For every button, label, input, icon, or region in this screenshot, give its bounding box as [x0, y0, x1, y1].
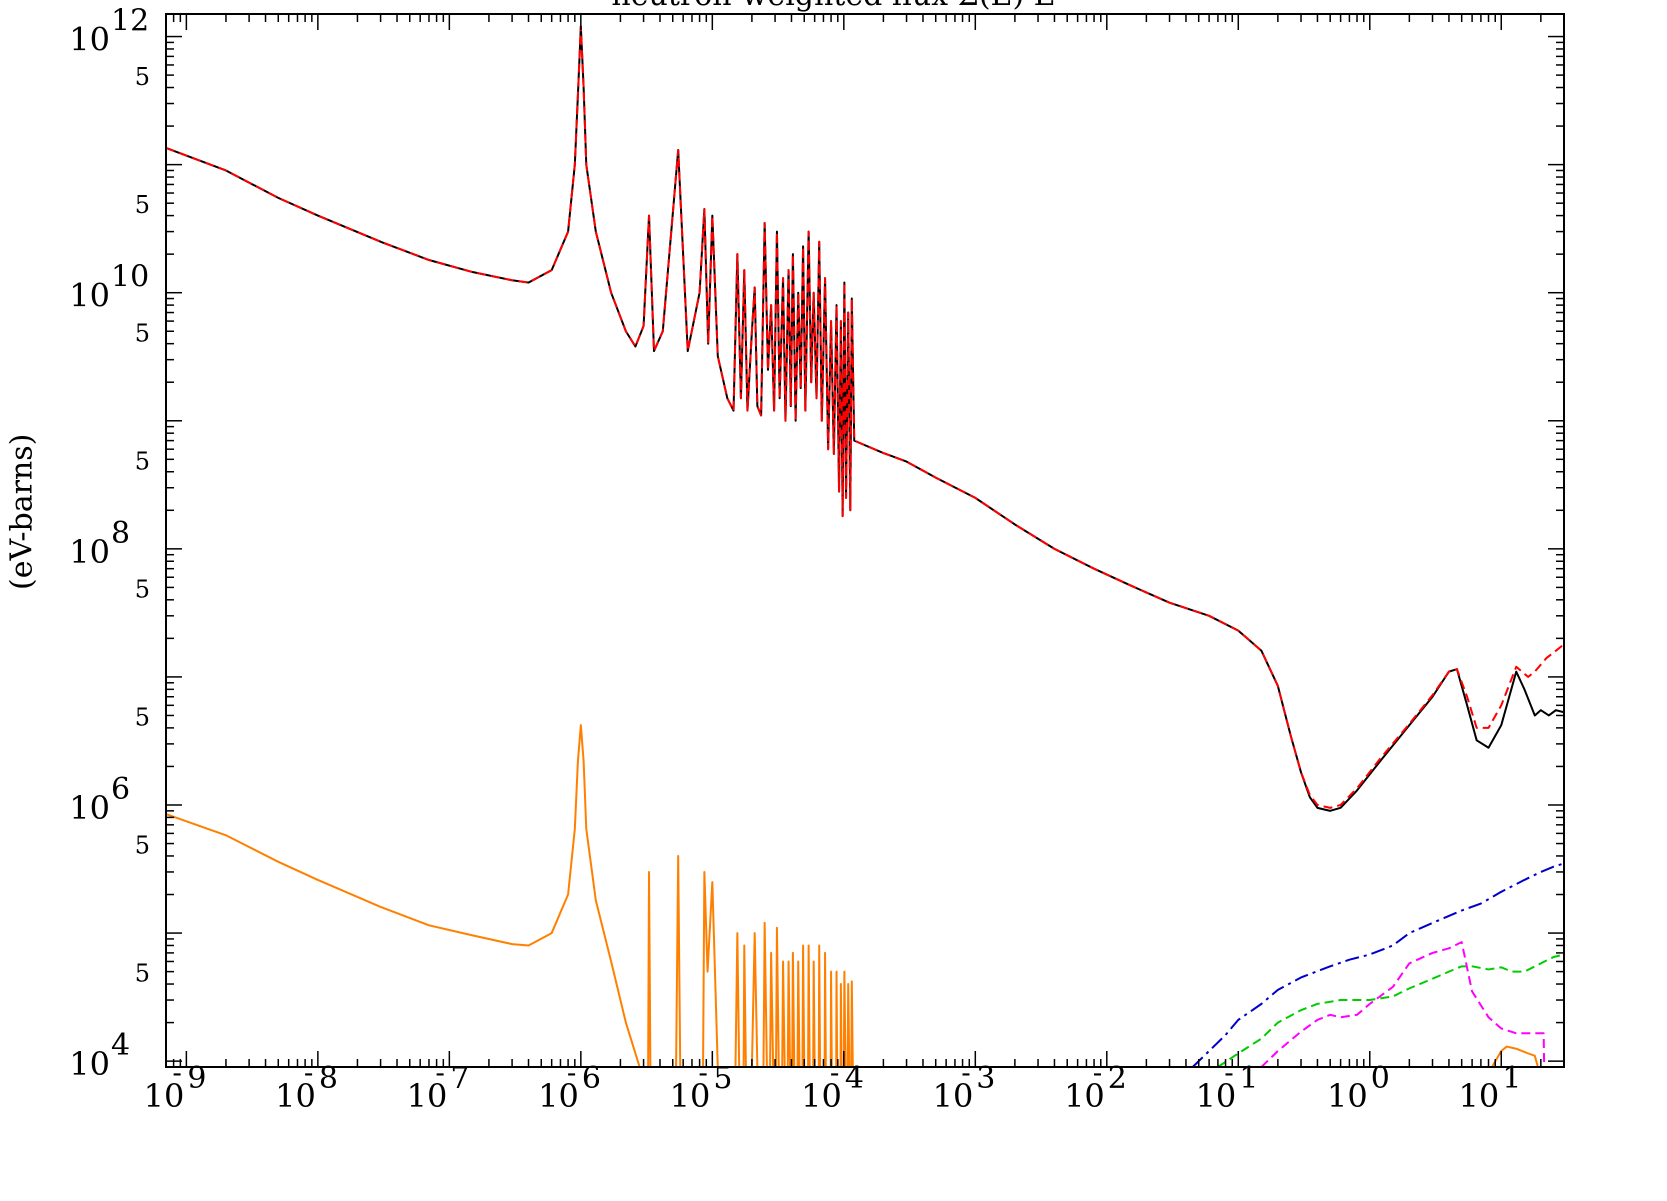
svg-text:-: - — [1224, 1056, 1233, 1089]
svg-text:10: 10 — [407, 1077, 448, 1115]
svg-text:10: 10 — [1064, 1077, 1105, 1115]
plot-frame — [165, 13, 1565, 1068]
y-minor-tick-label: 5 — [135, 319, 150, 347]
svg-text:1: 1 — [1502, 1061, 1521, 1096]
svg-text:-: - — [172, 1056, 181, 1089]
x-tick-label: -10 2 — [1064, 1056, 1127, 1115]
svg-text:10: 10 — [670, 1077, 711, 1115]
svg-text:4: 4 — [111, 1028, 130, 1063]
y-tick-label: 10 8 — [69, 516, 130, 571]
y-minor-tick-label: 5 — [135, 832, 150, 860]
svg-text:8: 8 — [111, 516, 130, 551]
x-tick-label: 10 1 — [1459, 1061, 1522, 1115]
chart-title: neutron-weighted flux Σ(E)·E — [0, 0, 1667, 13]
x-tick-label: -10 6 — [538, 1056, 601, 1115]
y-tick-label: 10 12 — [69, 4, 149, 59]
svg-text:10: 10 — [1459, 1077, 1500, 1115]
svg-text:-: - — [435, 1056, 444, 1089]
y-minor-tick-label: 5 — [135, 960, 150, 988]
y-minor-tick-label: 5 — [135, 703, 150, 731]
y-minor-tick-label: 5 — [135, 575, 150, 603]
series-line-5 — [1191, 862, 1565, 1068]
svg-text:10: 10 — [933, 1077, 974, 1115]
y-tick-label: 10 4 — [69, 1028, 130, 1083]
series-line-3 — [165, 724, 854, 1068]
svg-text:-: - — [304, 1056, 313, 1089]
x-tick-label: -10 5 — [670, 1056, 733, 1115]
svg-text:-: - — [698, 1056, 707, 1089]
svg-text:5: 5 — [713, 1061, 732, 1096]
svg-text:2: 2 — [1108, 1061, 1127, 1096]
svg-text:10: 10 — [1327, 1077, 1368, 1115]
svg-text:6: 6 — [111, 772, 130, 807]
svg-text:-: - — [961, 1056, 970, 1089]
svg-text:10: 10 — [801, 1077, 842, 1115]
svg-text:12: 12 — [111, 4, 149, 39]
y-minor-tick-label: 5 — [135, 191, 150, 219]
series-line-2 — [165, 25, 1565, 809]
x-tick-label: -10 9 — [144, 1056, 207, 1115]
series-line-1 — [165, 25, 1565, 812]
x-tick-label: 10 0 — [1327, 1061, 1390, 1115]
x-tick-label: -10 3 — [933, 1056, 996, 1115]
x-tick-label: -10 4 — [801, 1056, 864, 1115]
svg-text:10: 10 — [69, 21, 110, 59]
svg-text:-: - — [1093, 1056, 1102, 1089]
svg-text:-: - — [567, 1056, 576, 1089]
x-tick-label: -10 1 — [1196, 1056, 1259, 1115]
y-tick-label: 10 6 — [69, 772, 130, 827]
y-minor-tick-label: 5 — [135, 447, 150, 475]
svg-text:10: 10 — [111, 260, 149, 295]
y-minor-tick-label: 5 — [135, 63, 150, 91]
svg-text:9: 9 — [187, 1061, 206, 1096]
series-line-7 — [1260, 941, 1546, 1068]
svg-text:10: 10 — [69, 1045, 110, 1083]
svg-text:-: - — [830, 1056, 839, 1089]
svg-text:3: 3 — [976, 1061, 995, 1096]
svg-text:10: 10 — [69, 533, 110, 571]
svg-text:0: 0 — [1371, 1061, 1390, 1096]
svg-text:10: 10 — [69, 789, 110, 827]
svg-text:1: 1 — [1239, 1061, 1258, 1096]
svg-text:10: 10 — [538, 1077, 579, 1115]
x-tick-label: -10 7 — [407, 1056, 470, 1115]
series-line-6 — [1217, 953, 1565, 1068]
svg-text:10: 10 — [144, 1077, 185, 1115]
svg-text:10: 10 — [69, 277, 110, 315]
svg-text:4: 4 — [845, 1061, 864, 1096]
svg-text:6: 6 — [582, 1061, 601, 1096]
y-tick-label: 10 10 — [69, 260, 149, 315]
svg-text:10: 10 — [1196, 1077, 1237, 1115]
svg-text:7: 7 — [450, 1061, 469, 1096]
x-tick-label: -10 8 — [275, 1056, 338, 1115]
svg-text:8: 8 — [319, 1061, 338, 1096]
svg-text:10: 10 — [275, 1077, 316, 1115]
